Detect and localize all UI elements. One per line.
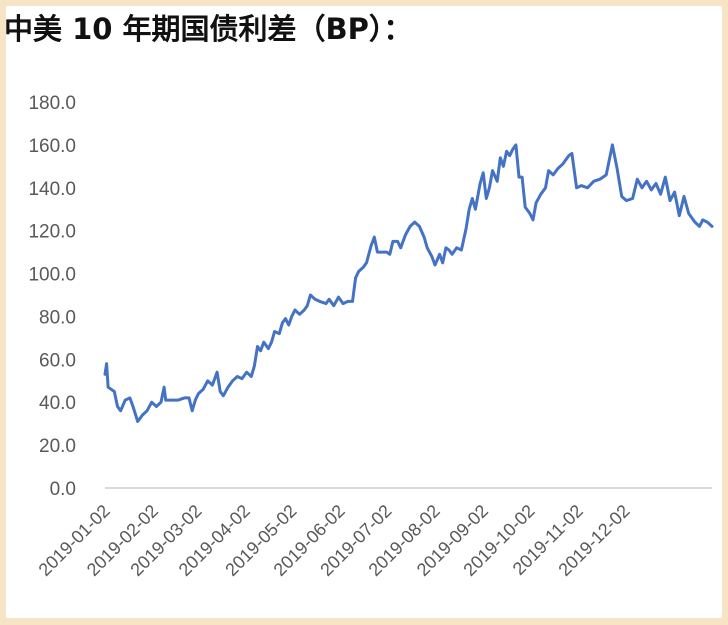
y-tick-label: 40.0 [39, 393, 76, 414]
y-tick-label: 100.0 [28, 265, 76, 286]
y-tick-label: 120.0 [28, 222, 76, 243]
y-tick-label: 60.0 [39, 350, 76, 371]
y-tick-label: 80.0 [39, 307, 76, 328]
y-tick-label: 180.0 [28, 93, 76, 114]
y-tick-label: 20.0 [39, 436, 76, 457]
y-tick-label: 140.0 [28, 179, 76, 200]
series-line [103, 143, 714, 423]
chart-title: 中美 10 年期国债利差（BP）： [4, 12, 413, 46]
y-tick-label: 0.0 [50, 479, 76, 500]
chart-panel [6, 6, 722, 618]
y-tick-label: 160.0 [28, 136, 76, 157]
y-axis-ticks: 0.0 20.0 40.0 60.0 80.0 100.0 120.0 140.0 160.0 1… [28, 93, 76, 500]
x-axis-ticks: 2019-01-022019-02-022019-03-022019-04-02… [35, 501, 634, 580]
